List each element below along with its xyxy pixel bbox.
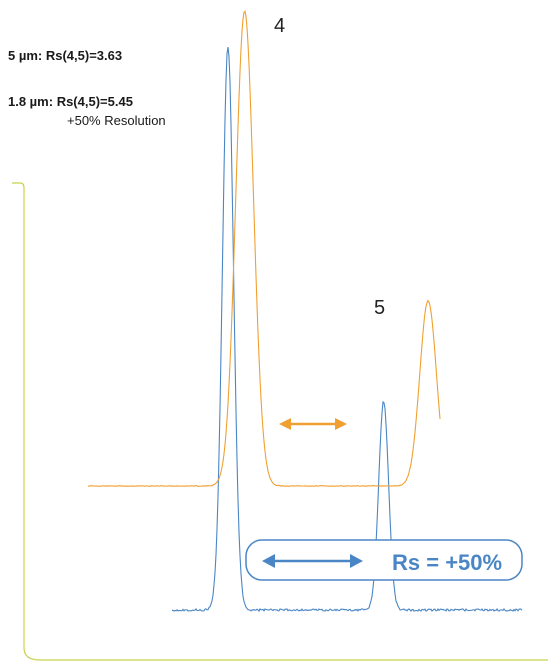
- rs-18um-note: 1.8 µm: Rs(4,5)=5.45: [8, 94, 133, 109]
- rs-callout: Rs = +50%: [245, 539, 523, 581]
- resolution-gain-text: +50% Resolution: [67, 113, 166, 128]
- series-orange-trace: [87, 10, 441, 487]
- resolution-arrow-orange: [279, 418, 347, 430]
- rs-18um-value: Rs(4,5)=5.45: [56, 94, 133, 109]
- rs-5um-note: 5 µm: Rs(4,5)=3.63: [8, 48, 122, 63]
- rs-callout-box: [245, 539, 523, 581]
- frame-bracket: [12, 182, 548, 661]
- rs-callout-text: Rs = +50%: [392, 550, 502, 575]
- rs-5um-value: Rs(4,5)=3.63: [45, 48, 123, 63]
- rs-5um-prefix: 5 µm:: [8, 48, 43, 63]
- peak-label-5: 5: [374, 297, 385, 319]
- rs-18um-prefix: 1.8 µm:: [8, 94, 54, 109]
- resolution-gain-note: +50% Resolution: [67, 113, 166, 128]
- peak-label-4: 4: [274, 15, 285, 37]
- series-blue-trace: [171, 47, 523, 613]
